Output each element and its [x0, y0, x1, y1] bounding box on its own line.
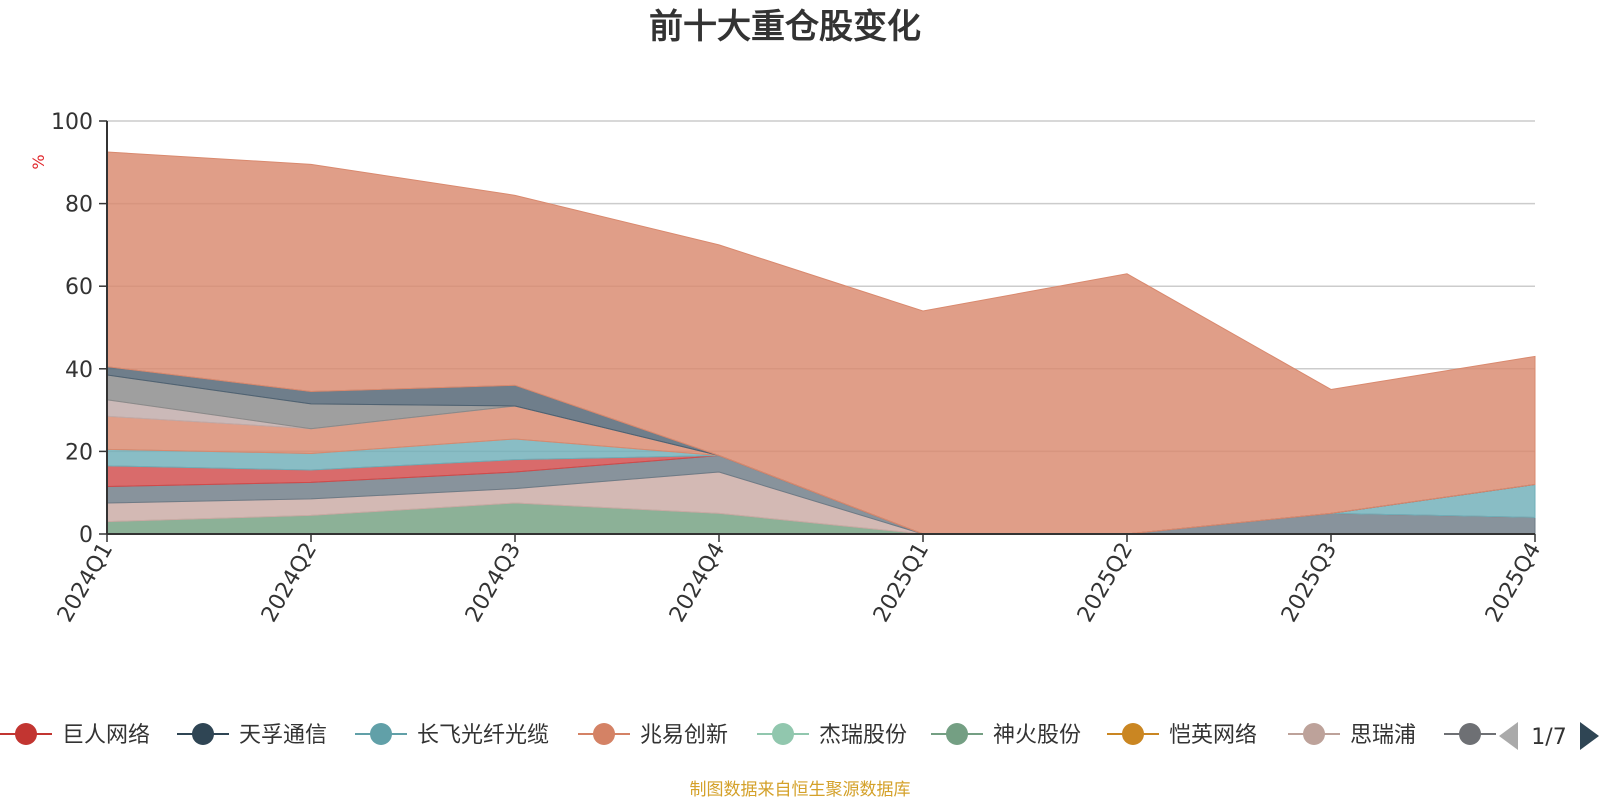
x-tick-label: 2025Q3	[1277, 539, 1342, 627]
y-tick-label: 80	[65, 193, 93, 218]
y-axis-unit: %	[29, 154, 48, 169]
legend-marker-icon	[946, 723, 968, 745]
chart-title: 前十大重仓股变化	[649, 7, 921, 47]
x-tick-label: 2024Q2	[257, 539, 322, 627]
legend-label: 巨人网络	[62, 723, 150, 748]
legend-marker-icon	[593, 723, 615, 745]
x-tick-label: 2024Q3	[461, 539, 526, 627]
legend-item[interactable]: 兆易创新	[578, 723, 728, 748]
legend-label: 天孚通信	[239, 723, 327, 748]
y-tick-label: 20	[65, 440, 93, 465]
legend-item[interactable]: 杰瑞股份	[757, 723, 907, 748]
x-tick-label: 2025Q4	[1481, 539, 1546, 627]
legend-label: 恺英网络	[1169, 723, 1257, 748]
y-tick-label: 100	[51, 110, 93, 135]
y-tick-label: 40	[65, 358, 93, 383]
legend-label: 思瑞浦	[1350, 723, 1416, 748]
legend-item[interactable]: 长飞光纤光缆	[355, 723, 549, 748]
legend-item[interactable]: 神火股份	[931, 723, 1081, 748]
legend-label: 神火股份	[993, 723, 1081, 748]
legend-marker-icon	[192, 723, 214, 745]
legend: 巨人网络 天孚通信 长飞光纤光缆 兆易创新 杰瑞股份 神火股份 恺英网络 思瑞浦	[0, 723, 1496, 748]
plot-areas	[106, 151, 1536, 535]
legend-item[interactable]: 思瑞浦	[1288, 723, 1416, 748]
legend-item[interactable]: 巨人网络	[0, 723, 150, 748]
legend-page-indicator: 1/7	[1531, 725, 1566, 750]
legend-marker-icon	[1459, 723, 1481, 745]
legend-prev-icon[interactable]	[1499, 722, 1518, 750]
legend-label: 长飞光纤光缆	[417, 723, 549, 748]
legend-label: 兆易创新	[640, 723, 728, 748]
legend-marker-icon	[370, 723, 392, 745]
x-tick-label: 2025Q2	[1073, 539, 1138, 627]
legend-item[interactable]: 天孚通信	[177, 723, 327, 748]
legend-label: 杰瑞股份	[819, 723, 907, 748]
source-note: 制图数据来自恒生聚源数据库	[690, 780, 911, 800]
legend-marker-icon	[15, 723, 37, 745]
x-tick-label: 2024Q1	[53, 539, 118, 627]
legend-next-icon[interactable]	[1580, 722, 1599, 750]
y-tick-label: 0	[79, 523, 93, 548]
legend-item[interactable]	[1444, 723, 1496, 745]
legend-marker-icon	[1303, 723, 1325, 745]
x-tick-label: 2025Q1	[869, 539, 934, 627]
x-tick-label: 2024Q4	[665, 539, 730, 627]
area-series-9	[106, 151, 1536, 535]
legend-pager: 1/7	[1499, 722, 1599, 750]
legend-item[interactable]: 恺英网络	[1107, 723, 1257, 748]
y-tick-label: 60	[65, 275, 93, 300]
legend-marker-icon	[1122, 723, 1144, 745]
legend-marker-icon	[772, 723, 794, 745]
